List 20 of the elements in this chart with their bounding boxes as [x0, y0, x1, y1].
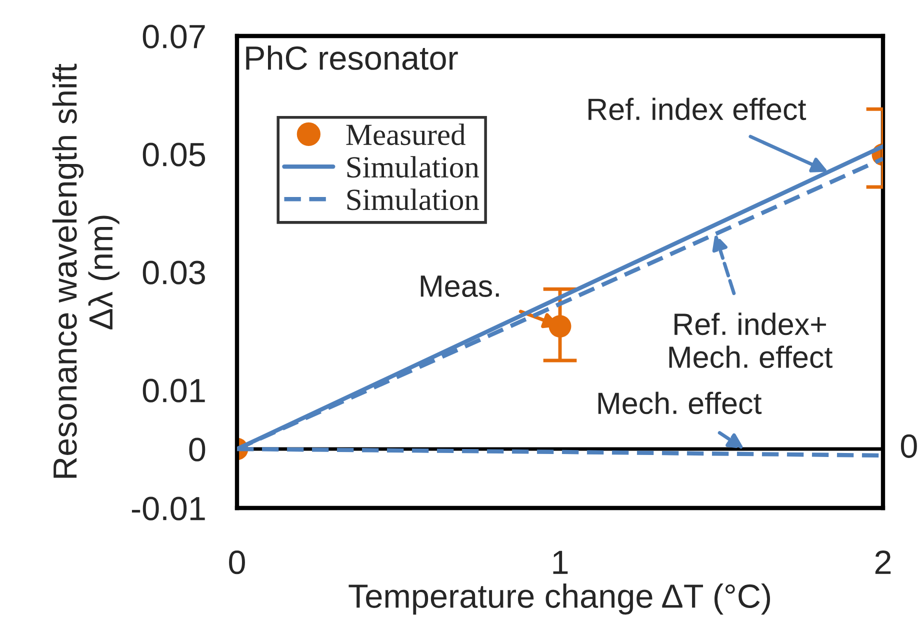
annotation: Ref. index effect [588, 98, 806, 120]
annotation: Meas. [420, 276, 499, 297]
x-tick-label: 1 [553, 550, 568, 574]
y-tick-label: 0.03 [142, 260, 205, 284]
legend-label: Simulation [347, 156, 479, 178]
legend-label: Simulation [347, 188, 479, 210]
y-tick-label: 0.07 [142, 24, 205, 48]
y-tick-label: -0.01 [132, 496, 205, 520]
y-tick-label: 0 [189, 438, 206, 462]
y-axis-title: Resonance wavelength shift Δλ (nm) [52, 64, 120, 478]
x-tick-label: 0 [229, 550, 245, 574]
annotation: Ref. index+ Mech. effect [669, 312, 832, 368]
x-axis-title: Temperature change ΔT (°C) [348, 584, 770, 615]
y-tick-label: 0.01 [142, 378, 205, 402]
annotation: 0 [900, 434, 917, 458]
x-tick-label: 2 [875, 550, 891, 574]
annotation: Mech. effect [598, 392, 762, 414]
y-tick-label: 0.05 [142, 142, 206, 166]
annotation: PhC resonator [246, 45, 458, 70]
legend-label: Measured [346, 124, 466, 146]
